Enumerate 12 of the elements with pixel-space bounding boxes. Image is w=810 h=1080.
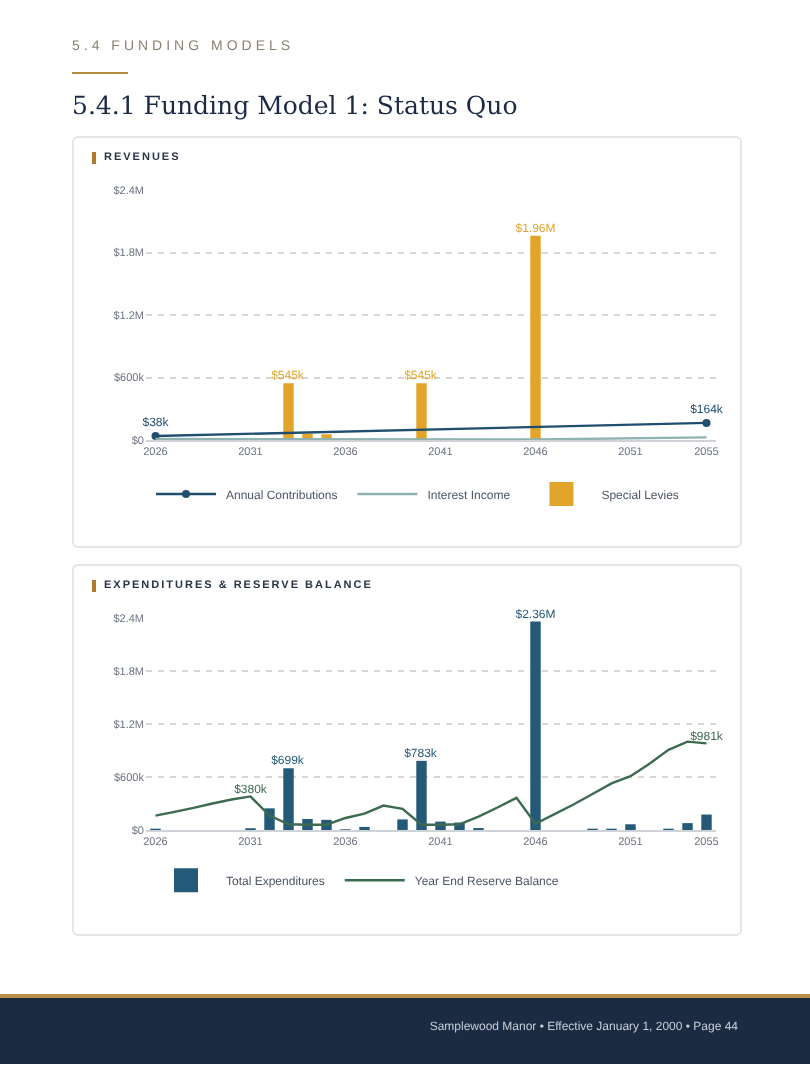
bar (682, 823, 693, 830)
bar (701, 814, 712, 830)
bar (625, 824, 636, 830)
bar (530, 235, 541, 440)
line-series (154, 740, 708, 826)
bar (416, 760, 427, 830)
bar (416, 383, 427, 440)
bar (397, 819, 408, 830)
bar (283, 768, 294, 830)
bar (283, 383, 294, 440)
bar (530, 621, 541, 830)
text: 5.4.1 Funding Model 1: Status Quo (72, 90, 518, 120)
